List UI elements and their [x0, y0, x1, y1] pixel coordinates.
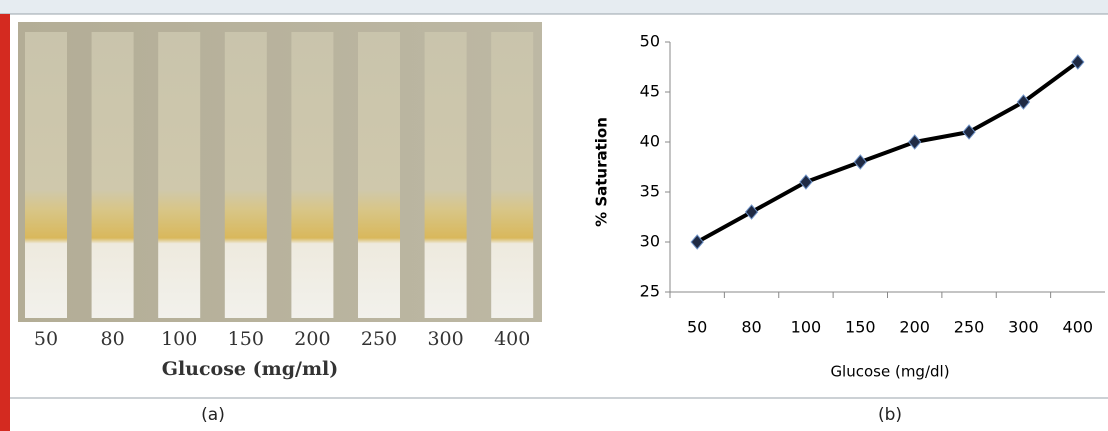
y-tick-label: 30 — [640, 232, 660, 251]
tube-label: 300 — [427, 328, 463, 350]
photo-x-label: Glucose (mg/ml) — [162, 358, 339, 380]
side-bar — [0, 14, 10, 431]
x-tick-label: 150 — [845, 318, 876, 337]
tube — [358, 32, 400, 318]
point-marker — [854, 155, 866, 169]
figure: Glucose (mg/ml) (a) (b) Glucose (mg/dl) … — [0, 0, 1108, 431]
x-axis-label: Glucose (mg/dl) — [830, 363, 949, 381]
y-tick-label: 50 — [640, 32, 660, 51]
x-tick-label: 50 — [687, 318, 707, 337]
x-tick-label: 80 — [741, 318, 761, 337]
tube — [425, 32, 467, 318]
y-tick-label: 40 — [640, 132, 660, 151]
y-axis-label: % Saturation — [593, 117, 611, 227]
tube — [225, 32, 267, 318]
tube — [491, 32, 533, 318]
tube-label: 200 — [294, 328, 330, 350]
point-marker — [691, 235, 703, 249]
tube — [158, 32, 200, 318]
y-tick-label: 35 — [640, 182, 660, 201]
x-tick-label: 250 — [954, 318, 985, 337]
top-band — [0, 0, 1108, 14]
point-marker — [909, 135, 921, 149]
point-marker — [800, 175, 812, 189]
caption: (b) — [878, 405, 902, 425]
x-tick-label: 400 — [1063, 318, 1094, 337]
tube-label: 50 — [34, 328, 58, 350]
tube-label: 80 — [101, 328, 125, 350]
x-tick-label: 300 — [1008, 318, 1039, 337]
tube-label: 400 — [494, 328, 530, 350]
tube — [25, 32, 67, 318]
tube — [92, 32, 134, 318]
caption: (a) — [201, 405, 225, 425]
x-tick-label: 100 — [791, 318, 822, 337]
point-marker — [746, 205, 758, 219]
tube-label: 150 — [228, 328, 264, 350]
tube-label: 100 — [161, 328, 197, 350]
y-tick-label: 25 — [640, 282, 660, 301]
tube-label: 250 — [361, 328, 397, 350]
y-tick-label: 45 — [640, 82, 660, 101]
tube — [291, 32, 333, 318]
point-marker — [963, 125, 975, 139]
x-tick-label: 200 — [899, 318, 930, 337]
